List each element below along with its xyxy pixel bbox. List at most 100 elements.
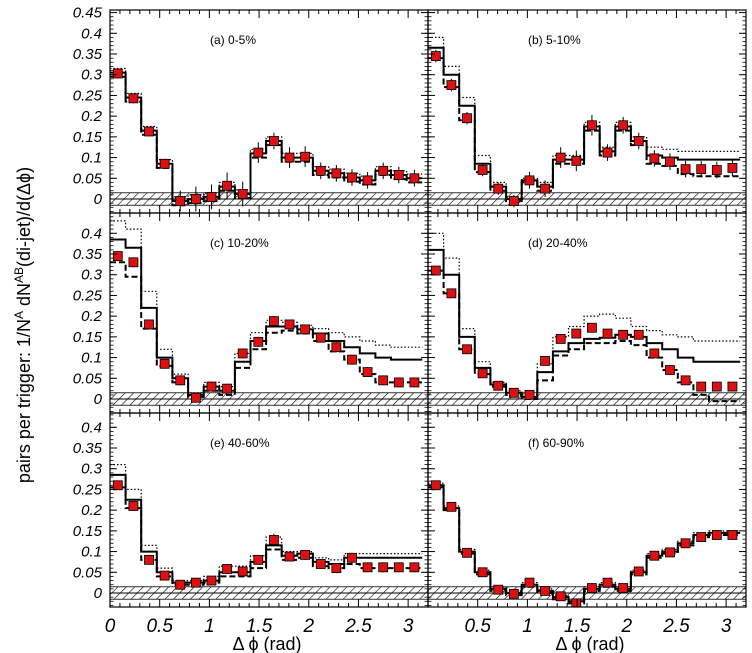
data-point	[393, 377, 404, 388]
y-tick-label: 0.15	[73, 329, 103, 346]
x-axis-title-right: Δ ϕ (rad)	[555, 634, 624, 653]
data-point	[190, 392, 201, 403]
data-point	[649, 348, 660, 359]
data-point	[446, 288, 457, 299]
data-point	[206, 192, 217, 202]
data-point	[540, 355, 550, 366]
x-tick-label: 1	[522, 616, 533, 637]
data-point	[665, 365, 675, 375]
y-tick-label: 0.1	[81, 350, 102, 367]
panel-label: (a) 0-5%	[210, 33, 256, 47]
panel-4: (e) 40-60%0.40.350.30.250.20.150.10.0500…	[73, 412, 429, 637]
data-point	[378, 375, 389, 386]
data-point	[602, 147, 613, 158]
y-tick-label: 0	[94, 191, 103, 208]
data-point	[587, 120, 597, 131]
data-point	[477, 567, 488, 578]
data-point	[680, 538, 691, 549]
data-point	[571, 598, 582, 607]
data-point	[144, 554, 154, 565]
data-point	[508, 387, 519, 398]
data-point	[206, 381, 217, 392]
data-point	[190, 194, 201, 204]
data-point	[477, 368, 488, 379]
data-point	[696, 164, 707, 175]
y-tick-label: 0.3	[81, 461, 103, 478]
data-point	[362, 562, 373, 573]
data-point	[524, 175, 535, 186]
data-point	[618, 583, 629, 593]
y-tick-label: 0.25	[73, 87, 103, 104]
data-point	[649, 153, 660, 164]
data-point	[144, 126, 154, 137]
data-point	[331, 342, 342, 353]
y-tick-label: 0.15	[73, 523, 103, 540]
data-point	[696, 381, 707, 392]
x-tick-label: 3	[403, 616, 414, 637]
data-point	[315, 559, 326, 569]
data-point	[206, 575, 217, 586]
data-point	[493, 183, 504, 194]
data-point	[571, 328, 582, 339]
data-point	[665, 156, 675, 167]
panel-content-1	[428, 36, 746, 208]
data-point	[462, 344, 472, 355]
data-point	[696, 532, 707, 542]
sys-lower-line	[428, 486, 741, 605]
y-tick-label: 0.4	[81, 25, 102, 42]
y-tick-label: 0	[94, 585, 103, 602]
data-point	[711, 165, 722, 175]
data-point	[222, 180, 232, 191]
data-point	[462, 547, 472, 558]
panel-1: (b) 5-10%	[427, 9, 747, 214]
x-tick-label: 2	[620, 616, 632, 637]
data-point	[633, 329, 644, 340]
y-tick-label: 0.2	[81, 502, 103, 519]
panel-3: (d) 20-40%	[427, 212, 747, 414]
data-point	[190, 577, 201, 588]
panel-5: (f) 60-90% 0.5 1 1.5 2 2.5 3	[427, 412, 747, 637]
data-point	[602, 328, 613, 339]
data-point	[112, 251, 123, 261]
data-point	[711, 381, 722, 392]
y-tick-label: 0.05	[73, 170, 103, 187]
panel-content-5	[428, 480, 746, 607]
data-point	[237, 566, 248, 577]
data-point	[409, 377, 420, 388]
y-tick-label: 0.45	[73, 5, 103, 22]
y-tick-label: 0.25	[73, 481, 103, 498]
data-point	[284, 152, 295, 163]
data-point	[378, 165, 389, 176]
x-tick-label: 1.5	[564, 616, 591, 637]
y-tick-label: 0.4	[81, 419, 102, 436]
data-point	[393, 170, 404, 180]
model-line	[428, 484, 741, 603]
data-point	[269, 136, 279, 146]
data-point	[362, 367, 373, 377]
x-tick-label: 2.5	[662, 616, 690, 637]
panel-label: (b) 5-10%	[528, 33, 581, 47]
data-point	[347, 354, 357, 365]
data-point	[680, 375, 691, 386]
data-point	[587, 322, 597, 333]
model-line	[428, 248, 741, 398]
data-point	[633, 566, 644, 577]
data-point	[269, 316, 279, 327]
y-tick-label: 0.15	[73, 129, 103, 146]
data-point	[378, 562, 389, 573]
data-point	[175, 196, 186, 206]
data-point	[253, 336, 264, 347]
y-tick-label: 0.05	[73, 370, 103, 387]
data-point	[446, 80, 457, 90]
data-point	[284, 319, 295, 330]
data-point	[222, 383, 232, 394]
panel-2: (c) 10-20% 0.4 0.35 0.3 0.25 0.2 0.15 0.1 0.05 0	[73, 212, 429, 414]
data-point	[618, 329, 629, 340]
data-point	[253, 554, 264, 565]
data-point	[555, 334, 566, 344]
data-point	[446, 501, 457, 512]
data-point	[347, 552, 357, 563]
data-point	[159, 358, 170, 369]
data-point	[430, 265, 441, 276]
